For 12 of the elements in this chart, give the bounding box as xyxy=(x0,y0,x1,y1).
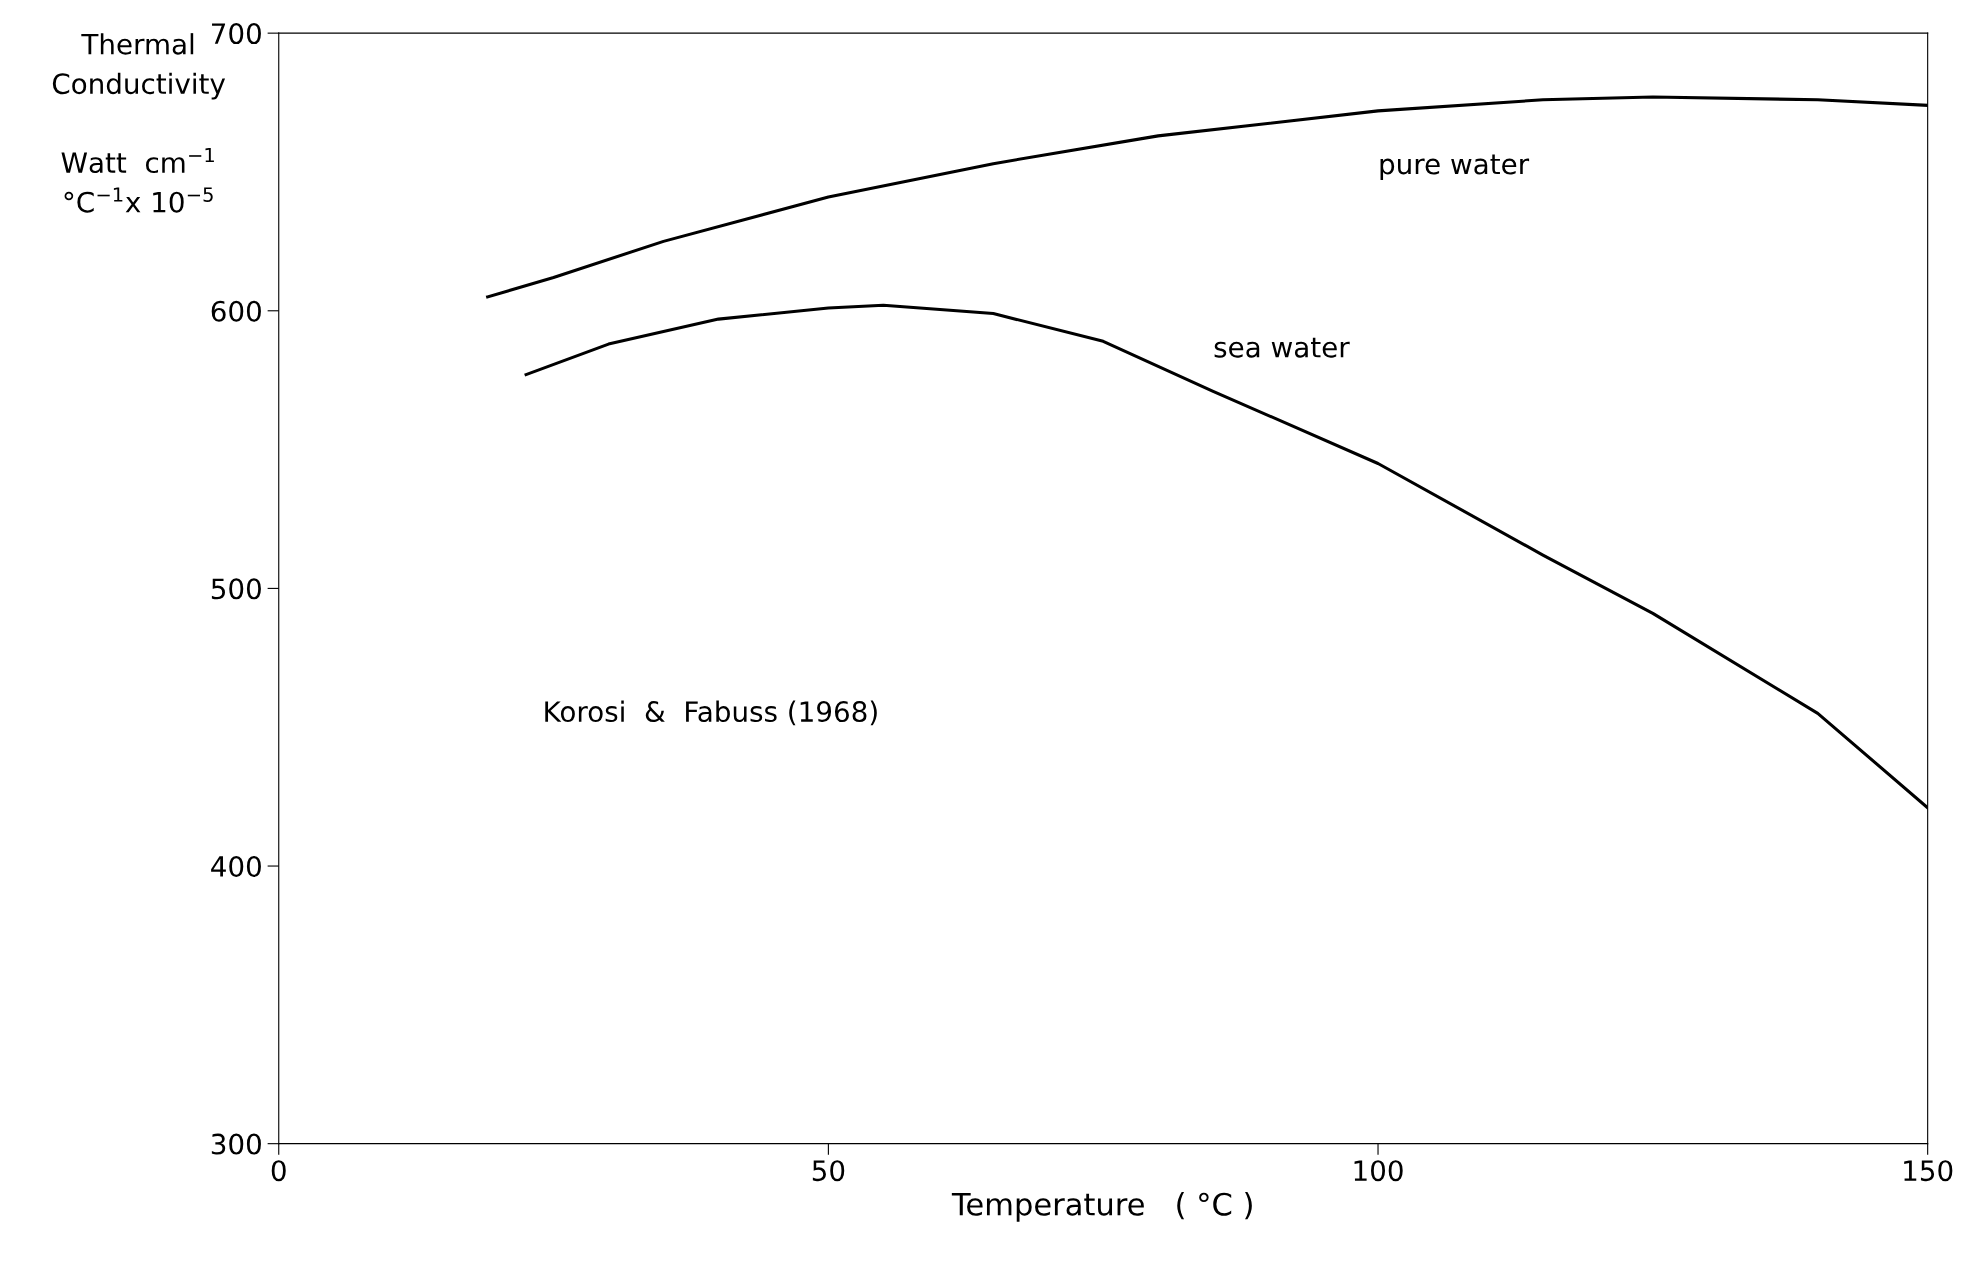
annotation: Korosi & Fabuss (1968) xyxy=(545,700,877,726)
series-label: pure water xyxy=(1380,154,1530,180)
x-tick-label: 50 xyxy=(812,1160,845,1182)
y-tick-label: 300 xyxy=(211,1133,261,1155)
x-axis-title: Temperature ( °C ) xyxy=(951,1192,1252,1222)
x-tick-label: 100 xyxy=(1354,1160,1403,1182)
x-tick-label: 150 xyxy=(1904,1160,1953,1182)
series-label: sea water xyxy=(1214,337,1350,358)
y-tick-label: 500 xyxy=(211,578,261,600)
y-tick-label: 600 xyxy=(211,300,261,322)
x-tick-label: 0 xyxy=(271,1160,286,1182)
y-tick-label: 400 xyxy=(211,855,261,877)
